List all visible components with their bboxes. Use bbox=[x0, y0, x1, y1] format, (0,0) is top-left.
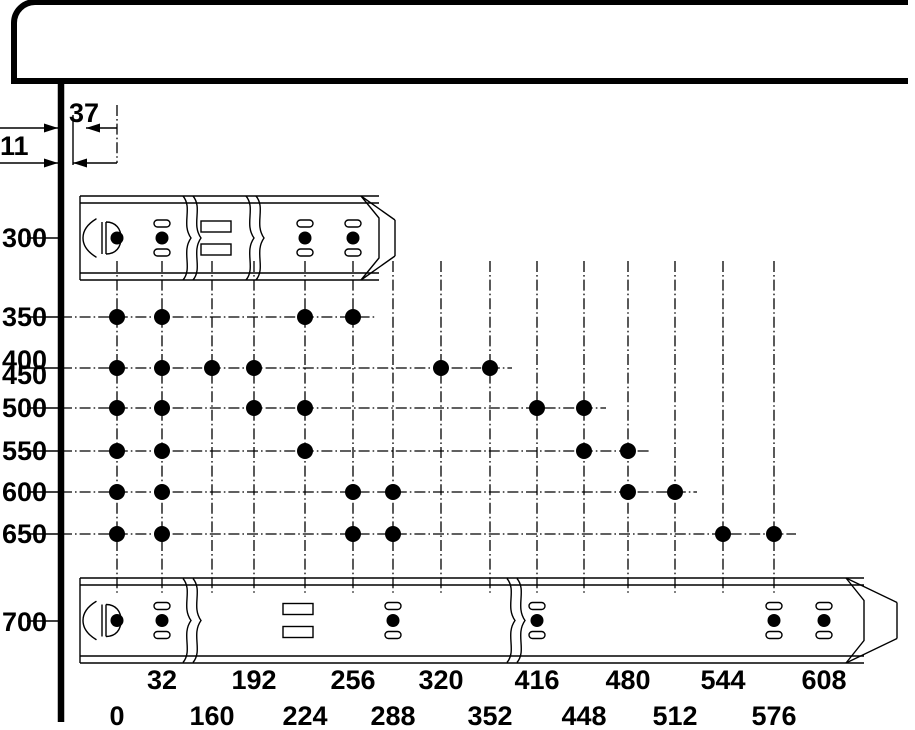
svg-text:416: 416 bbox=[514, 665, 559, 695]
svg-text:37: 37 bbox=[69, 98, 99, 128]
svg-text:192: 192 bbox=[231, 665, 276, 695]
svg-text:576: 576 bbox=[751, 701, 796, 730]
svg-text:256: 256 bbox=[330, 665, 375, 695]
svg-text:300: 300 bbox=[2, 223, 47, 253]
svg-text:512: 512 bbox=[652, 701, 697, 730]
svg-text:480: 480 bbox=[605, 665, 650, 695]
svg-text:160: 160 bbox=[189, 701, 234, 730]
svg-text:32: 32 bbox=[147, 665, 177, 695]
svg-text:350: 350 bbox=[2, 302, 47, 332]
svg-text:600: 600 bbox=[2, 477, 47, 507]
svg-text:224: 224 bbox=[282, 701, 327, 730]
svg-text:544: 544 bbox=[700, 665, 745, 695]
svg-text:352: 352 bbox=[467, 701, 512, 730]
svg-text:288: 288 bbox=[370, 701, 415, 730]
svg-text:450: 450 bbox=[2, 360, 47, 390]
svg-text:608: 608 bbox=[801, 665, 846, 695]
svg-text:0: 0 bbox=[109, 701, 124, 730]
svg-text:11: 11 bbox=[0, 131, 29, 161]
svg-text:650: 650 bbox=[2, 519, 47, 549]
svg-text:320: 320 bbox=[418, 665, 463, 695]
svg-text:550: 550 bbox=[2, 436, 47, 466]
svg-text:448: 448 bbox=[561, 701, 606, 730]
svg-text:500: 500 bbox=[2, 393, 47, 423]
svg-text:700: 700 bbox=[2, 607, 47, 637]
